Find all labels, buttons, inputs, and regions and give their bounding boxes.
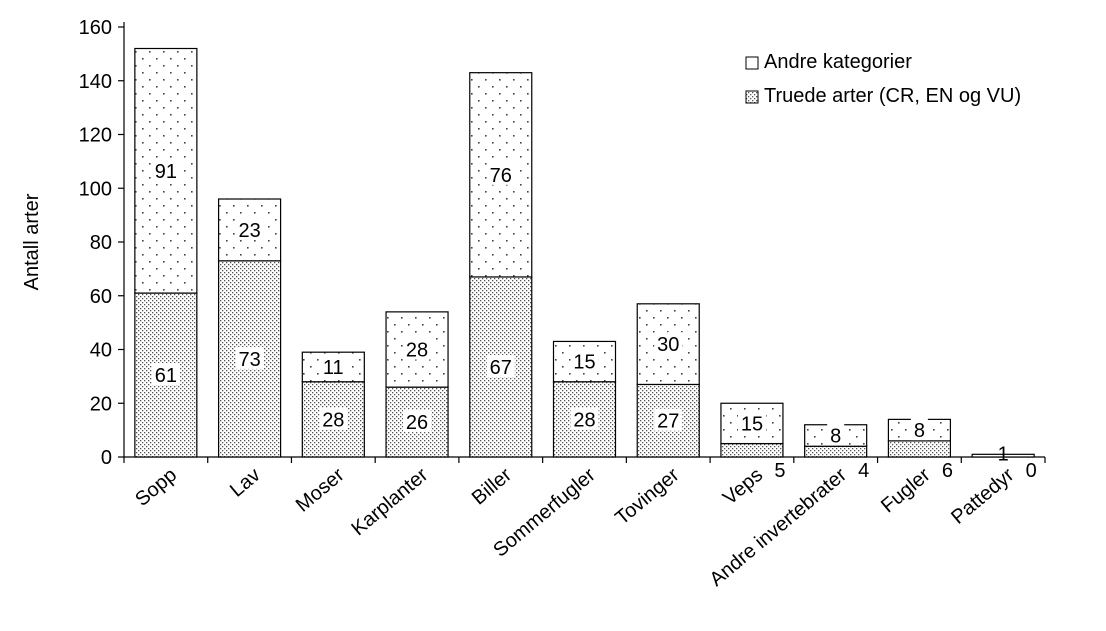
value-label-threatened: 28 [573,409,595,431]
bars [134,47,1035,458]
x-tick-label: Biller [468,464,516,510]
value-label-threatened: 5 [774,460,785,482]
legend-label: Andre kategorier [764,51,912,73]
value-label-threatened: 67 [490,357,512,379]
bar-threatened [804,445,868,458]
bar-other [552,340,617,383]
x-tick-label: Pattedyr [947,464,1018,529]
value-label-other: 30 [657,334,679,356]
value-label-other: 8 [914,420,925,442]
value-label-other-bg [737,411,766,434]
value-label-other: 11 [323,357,344,379]
legend-label: Truede arter (CR, EN og VU) [764,85,1021,107]
value-label-threatened: 27 [657,411,679,433]
value-label-threatened: 28 [322,409,344,431]
y-tick-label: 40 [90,340,112,362]
y-tick-label: 80 [90,232,112,254]
y-tick-label: 60 [90,286,112,308]
y-tick-label: 120 [79,125,112,147]
value-label-other-bg [486,162,515,185]
value-label-other-bg [403,337,432,360]
value-label-threatened: 73 [238,349,260,371]
value-label-other: 91 [155,161,177,183]
legend-swatch [745,56,759,70]
value-label-other: 15 [573,352,595,374]
value-label-other: 23 [238,220,260,242]
x-tick-label: Sopp [131,464,181,511]
x-tick-label: Lav [226,464,265,502]
y-axis-label: Antall arter [21,193,43,290]
y-tick-label: 0 [101,447,112,469]
value-label-threatened-bg [654,408,683,431]
value-label-other: 1 [998,443,1009,465]
x-tick-label: Karplanter [347,464,432,540]
bar-threatened [887,440,952,458]
bar-other [971,453,1035,458]
value-label-threatened: 26 [406,412,428,434]
x-tick-label: Fugler [877,464,935,518]
x-tick-label: Veps [719,464,767,509]
value-label-threatened: 4 [858,460,869,482]
y-tick-label: 20 [90,393,112,415]
value-label-other-bg [910,418,928,441]
value-label-threatened-bg [403,410,432,433]
value-label-threatened-bg [486,354,515,377]
value-label-other-bg [151,158,180,181]
x-tick-label: Moser [292,464,349,517]
value-label-other: 28 [406,340,428,362]
value-label-threatened: 0 [1026,460,1037,482]
y-tick-label: 160 [79,17,112,39]
bar-threatened [720,442,784,458]
value-label-threatened-bg [319,407,348,430]
value-label-other-bg [570,349,599,372]
x-tick-label: Andre invertebrater [706,464,852,591]
value-label-threatened: 61 [155,365,177,387]
y-tick-label: 140 [79,71,112,93]
value-label-threatened-bg [235,346,264,369]
value-label-other: 15 [741,413,763,435]
legend: Andre kategorier Truede arter (CR, EN og … [745,51,1021,107]
value-label-threatened-bg [151,363,180,386]
value-label-other: 76 [490,165,512,187]
value-label-other-bg [319,354,348,377]
value-label-other: 8 [830,426,841,448]
value-label-threatened-bg [570,407,599,430]
value-label-other-bg [654,332,683,355]
legend-swatch [745,90,759,104]
value-label-other-bg [235,217,264,240]
value-label-threatened: 6 [942,460,953,482]
x-tick-label: Tovinger [611,464,683,530]
value-label-other-bg [827,423,845,446]
y-tick-label: 100 [79,178,112,200]
